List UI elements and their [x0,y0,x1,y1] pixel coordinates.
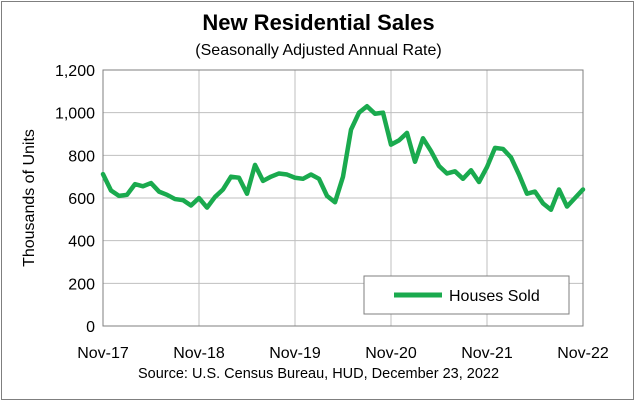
y-tick-label: 1,000 [55,106,95,123]
y-axis-label: Thousands of Units [21,129,38,267]
x-tick-labels: Nov-17 Nov-18 Nov-19 Nov-20 Nov-21 Nov-22 [77,345,609,362]
series-group [100,104,586,212]
x-tick-label: Nov-20 [365,345,417,362]
y-tick-label: 600 [68,191,95,208]
chart-subtitle: (Seasonally Adjusted Annual Rate) [195,42,442,59]
x-tick-label: Nov-17 [77,345,129,362]
x-tick-label: Nov-21 [461,345,513,362]
y-tick-labels: 0 200 400 600 800 1,000 1,200 [55,63,95,336]
y-tick-label: 400 [68,234,95,251]
x-tick-label: Nov-19 [269,345,321,362]
y-tick-label: 0 [86,319,95,336]
series-line-houses-sold [100,104,586,212]
legend: Houses Sold [363,275,570,315]
x-tick-label: Nov-22 [557,345,609,362]
source-note: Source: U.S. Census Bureau, HUD, Decembe… [137,366,500,382]
x-tick-label: Nov-18 [173,345,225,362]
chart-title: New Residential Sales [202,10,435,35]
y-tick-label: 800 [68,148,95,165]
y-tick-label: 1,200 [55,63,95,80]
legend-label: Houses Sold [449,288,540,305]
y-tick-label: 200 [68,276,95,293]
plot-area [102,69,584,327]
